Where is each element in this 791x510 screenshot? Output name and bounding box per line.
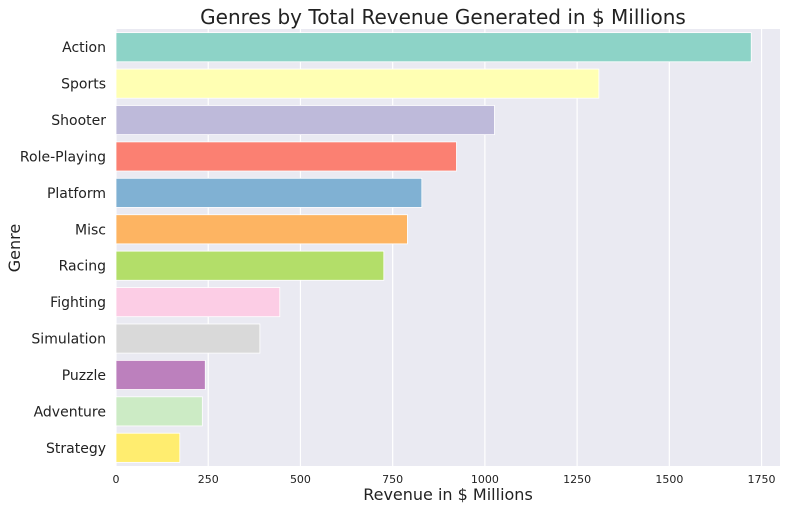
category-labels: Action Sports Shooter Role-Playing Platform M… — [20, 40, 106, 457]
category-label: Fighting — [50, 295, 106, 311]
bar-racing — [115, 250, 385, 281]
bar-misc — [115, 214, 408, 245]
x-tick-labels: 0 250 500 750 1000 1250 1500 1750 — [113, 473, 776, 486]
category-label: Misc — [75, 222, 106, 238]
bar-strategy — [115, 432, 181, 463]
category-label: Simulation — [31, 332, 106, 348]
category-label: Puzzle — [62, 368, 106, 384]
x-tick-label: 500 — [290, 473, 311, 486]
category-label: Adventure — [34, 404, 106, 420]
bar-platform — [115, 177, 423, 208]
x-tick-label: 750 — [382, 473, 403, 486]
x-tick-label: 1000 — [471, 473, 499, 486]
bars — [115, 32, 752, 463]
bar-puzzle — [115, 359, 206, 390]
x-tick-label: 1250 — [563, 473, 591, 486]
bar-fighting — [115, 287, 281, 318]
category-label: Platform — [47, 186, 106, 202]
x-axis-label: Revenue in $ Millions — [363, 485, 533, 504]
category-label: Sports — [61, 77, 106, 93]
bar-simulation — [115, 323, 261, 354]
x-tick-label: 250 — [198, 473, 219, 486]
bar-shooter — [115, 105, 495, 136]
grid-lines — [115, 29, 763, 466]
category-label: Strategy — [46, 441, 106, 457]
category-label: Racing — [59, 259, 106, 275]
category-label: Shooter — [51, 113, 106, 129]
category-label: Role-Playing — [20, 149, 106, 165]
chart-title: Genres by Total Revenue Generated in $ M… — [200, 5, 686, 29]
x-tick-label: 1500 — [655, 473, 683, 486]
x-tick-label: 0 — [113, 473, 120, 486]
bar-role-playing — [115, 141, 457, 172]
bar-sports — [115, 68, 600, 99]
x-tick-label: 1750 — [748, 473, 776, 486]
category-label: Action — [62, 40, 106, 56]
bar-adventure — [115, 396, 203, 427]
bar-action — [115, 32, 752, 63]
y-axis-label: Genre — [5, 224, 24, 272]
